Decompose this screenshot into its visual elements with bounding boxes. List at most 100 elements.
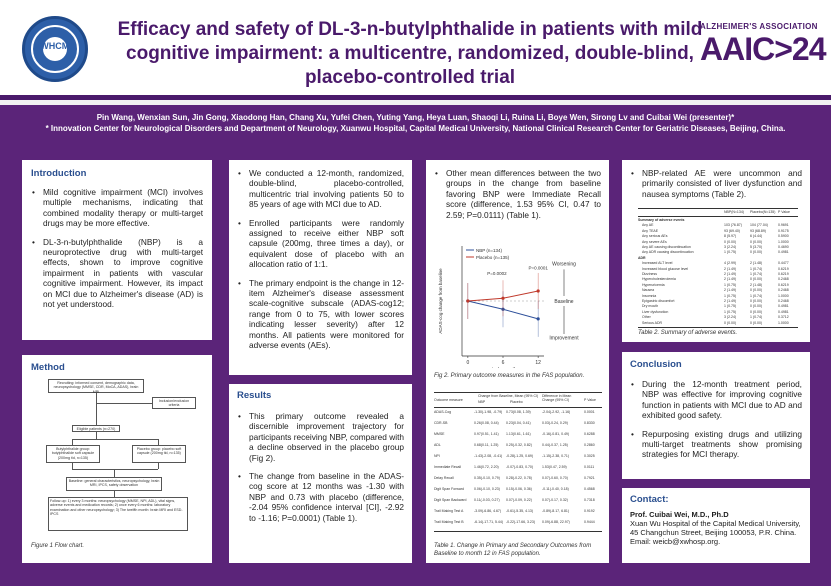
table1-cell: 0.07(-0.17, 0.32)	[542, 498, 568, 502]
flow-line	[96, 393, 97, 425]
chart-legend-label: Placebo (n=135)	[476, 255, 510, 260]
table1-cell: CDR-SB	[434, 421, 448, 425]
poster-header: XWHCMU Efficacy and safety of DL-3-n-but…	[0, 0, 831, 100]
design-bullet-2: Enrolled participants were randomly assi…	[237, 218, 404, 270]
table1-cell: 0.9192	[584, 509, 595, 513]
table2-cell: Any AE	[642, 223, 654, 228]
table2-cell: 1 (0.75)	[724, 282, 737, 287]
table1-cell: 0.9444	[584, 520, 595, 524]
table2-cell: Increased blood glucose level	[642, 266, 689, 271]
table1-cell: -1.43(-2.08, -0.41)	[474, 454, 503, 458]
table2-cell: Increased ALT level	[642, 261, 673, 266]
table2: NBP(N=134) Placebo(N=135) P Value Summary o…	[638, 208, 798, 328]
contact-address: Xuan Wu Hospital of the Capital Medical …	[630, 519, 801, 537]
table1-cell: 0.2860	[584, 443, 595, 447]
table2-cell: 4 (2.99)	[724, 261, 737, 266]
primary-outcome-chart: 0 6 12 study month ADAS-cog change from base…	[438, 246, 579, 368]
table2-cell: Any severe AEs	[642, 239, 667, 244]
table1-cell: 0.26(0.08, 0.44)	[474, 421, 499, 425]
table2-cell: 2 (1.49)	[724, 277, 737, 282]
chart-p-annotation: P=0.0002	[487, 271, 507, 276]
table2-cell: 0.9691	[778, 223, 789, 228]
table2-cell: 1 (0.75)	[724, 250, 737, 255]
flow-chart: Recruiting: informed consent, demographi…	[44, 377, 200, 537]
safety-panel: NBP-related AE were uncommon and primari…	[622, 160, 810, 342]
aaic-logo-mark: AAIC>24	[700, 31, 827, 67]
flow-nbp-box: Butylphthalide group: butylphthalide sof…	[46, 445, 100, 463]
table2-cell: 0 (0.00)	[750, 277, 763, 282]
table1-cell: -1.15(-2.38, 0.71)	[542, 454, 570, 458]
table2-cell: Dry mouth	[642, 304, 659, 309]
flow-line	[114, 491, 115, 497]
table2-cell: 0.4981	[778, 309, 789, 314]
flow-line	[72, 439, 73, 445]
table1-cell: 0.06(-0.10, 0.23)	[474, 487, 500, 491]
table1-cell: 0.7318	[584, 498, 595, 502]
table2-cell: 0.6219	[778, 282, 789, 287]
table2-cell: 103 (76.87)	[724, 223, 742, 228]
table2-header-cell: Placebo(N=135)	[750, 210, 776, 214]
chart-point	[536, 317, 540, 321]
chart-x-tick-label: 12	[535, 360, 541, 366]
table2-cell: Epigastric discomfort	[642, 299, 675, 303]
table1-header-cell: P Value	[584, 398, 596, 402]
table2-header-cell: P Value	[778, 210, 790, 214]
table1-rule	[434, 407, 602, 408]
method-panel: Method Recruiting: informed consent, dem…	[22, 355, 212, 563]
chart-point	[466, 299, 470, 303]
conclusion-bullet-1: During the 12-month treatment period, NB…	[630, 379, 802, 421]
table1-header-cell: Outcome measure	[434, 398, 463, 402]
secondary-bullet-1: Other mean differences between the two g…	[434, 168, 601, 220]
design-bullet-3: The primary endpoint is the change in 12…	[237, 278, 404, 351]
table1-cell: Digit Span Forward	[434, 487, 464, 491]
safety-bullet-1: NBP-related AE were uncommon and primari…	[630, 168, 802, 199]
contact-email[interactable]: Email: weicb@xwhosp.org.	[630, 537, 721, 546]
table2-cell: 0.2468	[778, 277, 789, 282]
author-names: Pin Wang, Wenxian Sun, Jin Gong, Xiaodon…	[96, 113, 735, 122]
table2-cell: Summary of adverse events	[638, 218, 685, 222]
table2-cell: 0.2468	[778, 299, 789, 303]
table2-cell: Hyperuricemia	[642, 282, 665, 287]
flow-line	[72, 463, 73, 469]
chart-side-label: Baseline	[554, 299, 573, 305]
table2-cell: 8 (5.97)	[724, 234, 737, 239]
table1-cell: 0.07(-0.60, 0.70)	[542, 476, 568, 480]
table2-cell: 3 (2.24)	[724, 315, 737, 320]
chart-p-annotation: P=0.0001	[528, 265, 548, 270]
chart-point	[536, 289, 540, 293]
table2-cell: 2 (1.48)	[750, 261, 763, 266]
table2-cell: 1.0000	[778, 293, 789, 298]
table1-cell: 0.25(-0.32, 0.82)	[506, 443, 532, 447]
table2-cell: 1 (0.75)	[724, 309, 737, 314]
table1-cell: ADL	[434, 443, 441, 447]
table1-subheader-cell: Placebo	[510, 400, 523, 404]
table2-cell: 2 (1.49)	[724, 272, 737, 276]
table2-cell: Liver dysfunction	[642, 309, 669, 314]
table2-cell: 0 (0.00)	[724, 239, 737, 244]
table1-cell: Delay Recall	[434, 476, 454, 480]
flow-baseline-box: Baseline: general characteristics, neuro…	[66, 477, 162, 491]
results-bullet-2: The change from baseline in the ADAS-cog…	[237, 471, 404, 523]
conclusion-list: During the 12-month treatment period, NB…	[630, 379, 802, 460]
safety-list: NBP-related AE were uncommon and primari…	[630, 168, 802, 199]
table1-caption: Table 1. Change in Primary and Secondary…	[434, 543, 592, 557]
table2-cell: 2 (1.48)	[750, 282, 763, 287]
table1-header-cell: Difference in Mean Change (95% CI)	[542, 394, 572, 402]
table1-cell: -2.04(-2.92, -1.16)	[542, 410, 571, 414]
table1-cell: ADAS-Cog	[434, 410, 452, 414]
figure2-caption: Fig 2. Primary outcome measures in the F…	[434, 373, 585, 379]
table1-header-cell: Change from Baseline, Mean (95% CI)	[478, 394, 539, 398]
table2-cell: 1 (0.74)	[750, 293, 763, 298]
table1-subheader-cell: NBP	[478, 400, 486, 404]
flow-line	[72, 439, 158, 440]
table1-cell: -0.16(-0.81, 0.49)	[542, 432, 570, 436]
table1-cell: 0.03(-0.24, 0.29)	[542, 421, 568, 425]
table2-rule	[638, 208, 798, 209]
table1-cell: -6.14(-17.71, 5.44)	[474, 520, 503, 524]
table2-cell: Any TEAE	[642, 228, 659, 233]
table1-cell: -0.89(-8.17, 6.81)	[542, 509, 570, 513]
table2-cell: 93 (68.89)	[750, 228, 766, 233]
results-panel: Results This primary outcome revealed a …	[229, 384, 412, 563]
method-title: Method	[31, 362, 65, 373]
flow-line	[158, 463, 159, 469]
